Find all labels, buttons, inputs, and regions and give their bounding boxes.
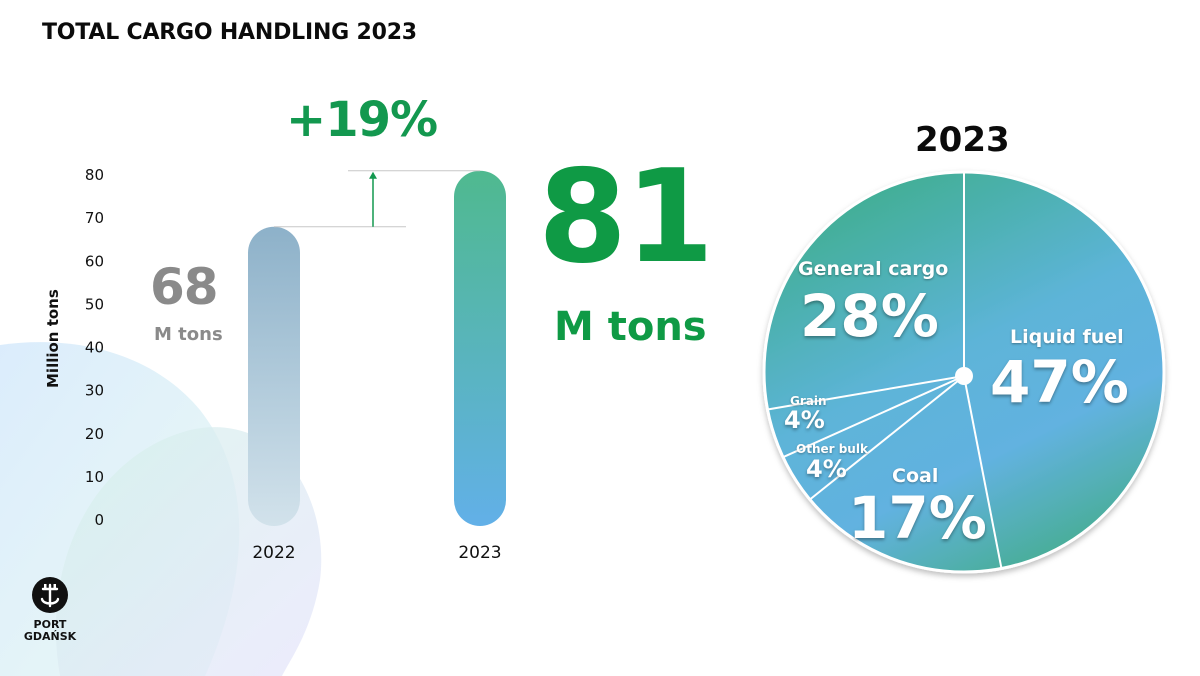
pie-slice-boundary [767, 375, 965, 411]
x-tick-label: 2023 [458, 543, 501, 563]
pie-slice-boundary [809, 375, 965, 501]
value-2023-label: 81 [538, 143, 714, 292]
slice-pct-liquid-fuel: 47% [990, 348, 1129, 416]
growth-label: +19% [286, 92, 438, 148]
growth-arrow-head [369, 171, 377, 179]
slice-pct-general-cargo: 28% [800, 282, 939, 350]
value-2022-label: 68 [150, 258, 219, 316]
port-gdansk-logo: PORT GDAŃSK [22, 575, 78, 643]
y-tick-label: 0 [94, 511, 104, 529]
unit-2023-label: M tons [554, 304, 707, 350]
unit-2022-label: M tons [154, 324, 223, 345]
pie-slice-boundary [963, 375, 1003, 569]
slice-pct-grain: 4% [784, 406, 825, 434]
slice-name-coal: Coal [892, 465, 939, 487]
slice-name-other-bulk: Other bulk [796, 442, 868, 456]
y-tick-label: 80 [85, 166, 104, 184]
y-tick-label: 40 [85, 339, 104, 357]
slice-name-grain: Grain [790, 394, 827, 408]
y-tick-label: 10 [85, 468, 104, 486]
logo-text-line1: PORT [33, 618, 67, 631]
pie-slice-boundary [782, 375, 965, 459]
x-tick-label: 2022 [252, 543, 295, 563]
slice-pct-other-bulk: 4% [806, 455, 847, 483]
slice-name-general-cargo: General cargo [798, 258, 949, 280]
logo-text-line2: GDAŃSK [23, 630, 77, 643]
bar-2022 [248, 226, 300, 526]
bar-2023 [454, 170, 506, 526]
y-tick-label: 30 [85, 382, 104, 400]
anchor-crest-icon [32, 577, 68, 613]
slice-name-liquid-fuel: Liquid fuel [1010, 326, 1124, 348]
y-tick-label: 50 [85, 295, 104, 313]
y-tick-label: 20 [85, 425, 104, 443]
pie-title: 2023 [915, 120, 1010, 160]
page-title: TOTAL CARGO HANDLING 2023 [42, 20, 417, 45]
pie-center-dot [955, 367, 973, 385]
y-tick-label: 70 [85, 209, 104, 227]
slice-pct-coal: 17% [848, 484, 987, 552]
y-tick-label: 60 [85, 252, 104, 270]
